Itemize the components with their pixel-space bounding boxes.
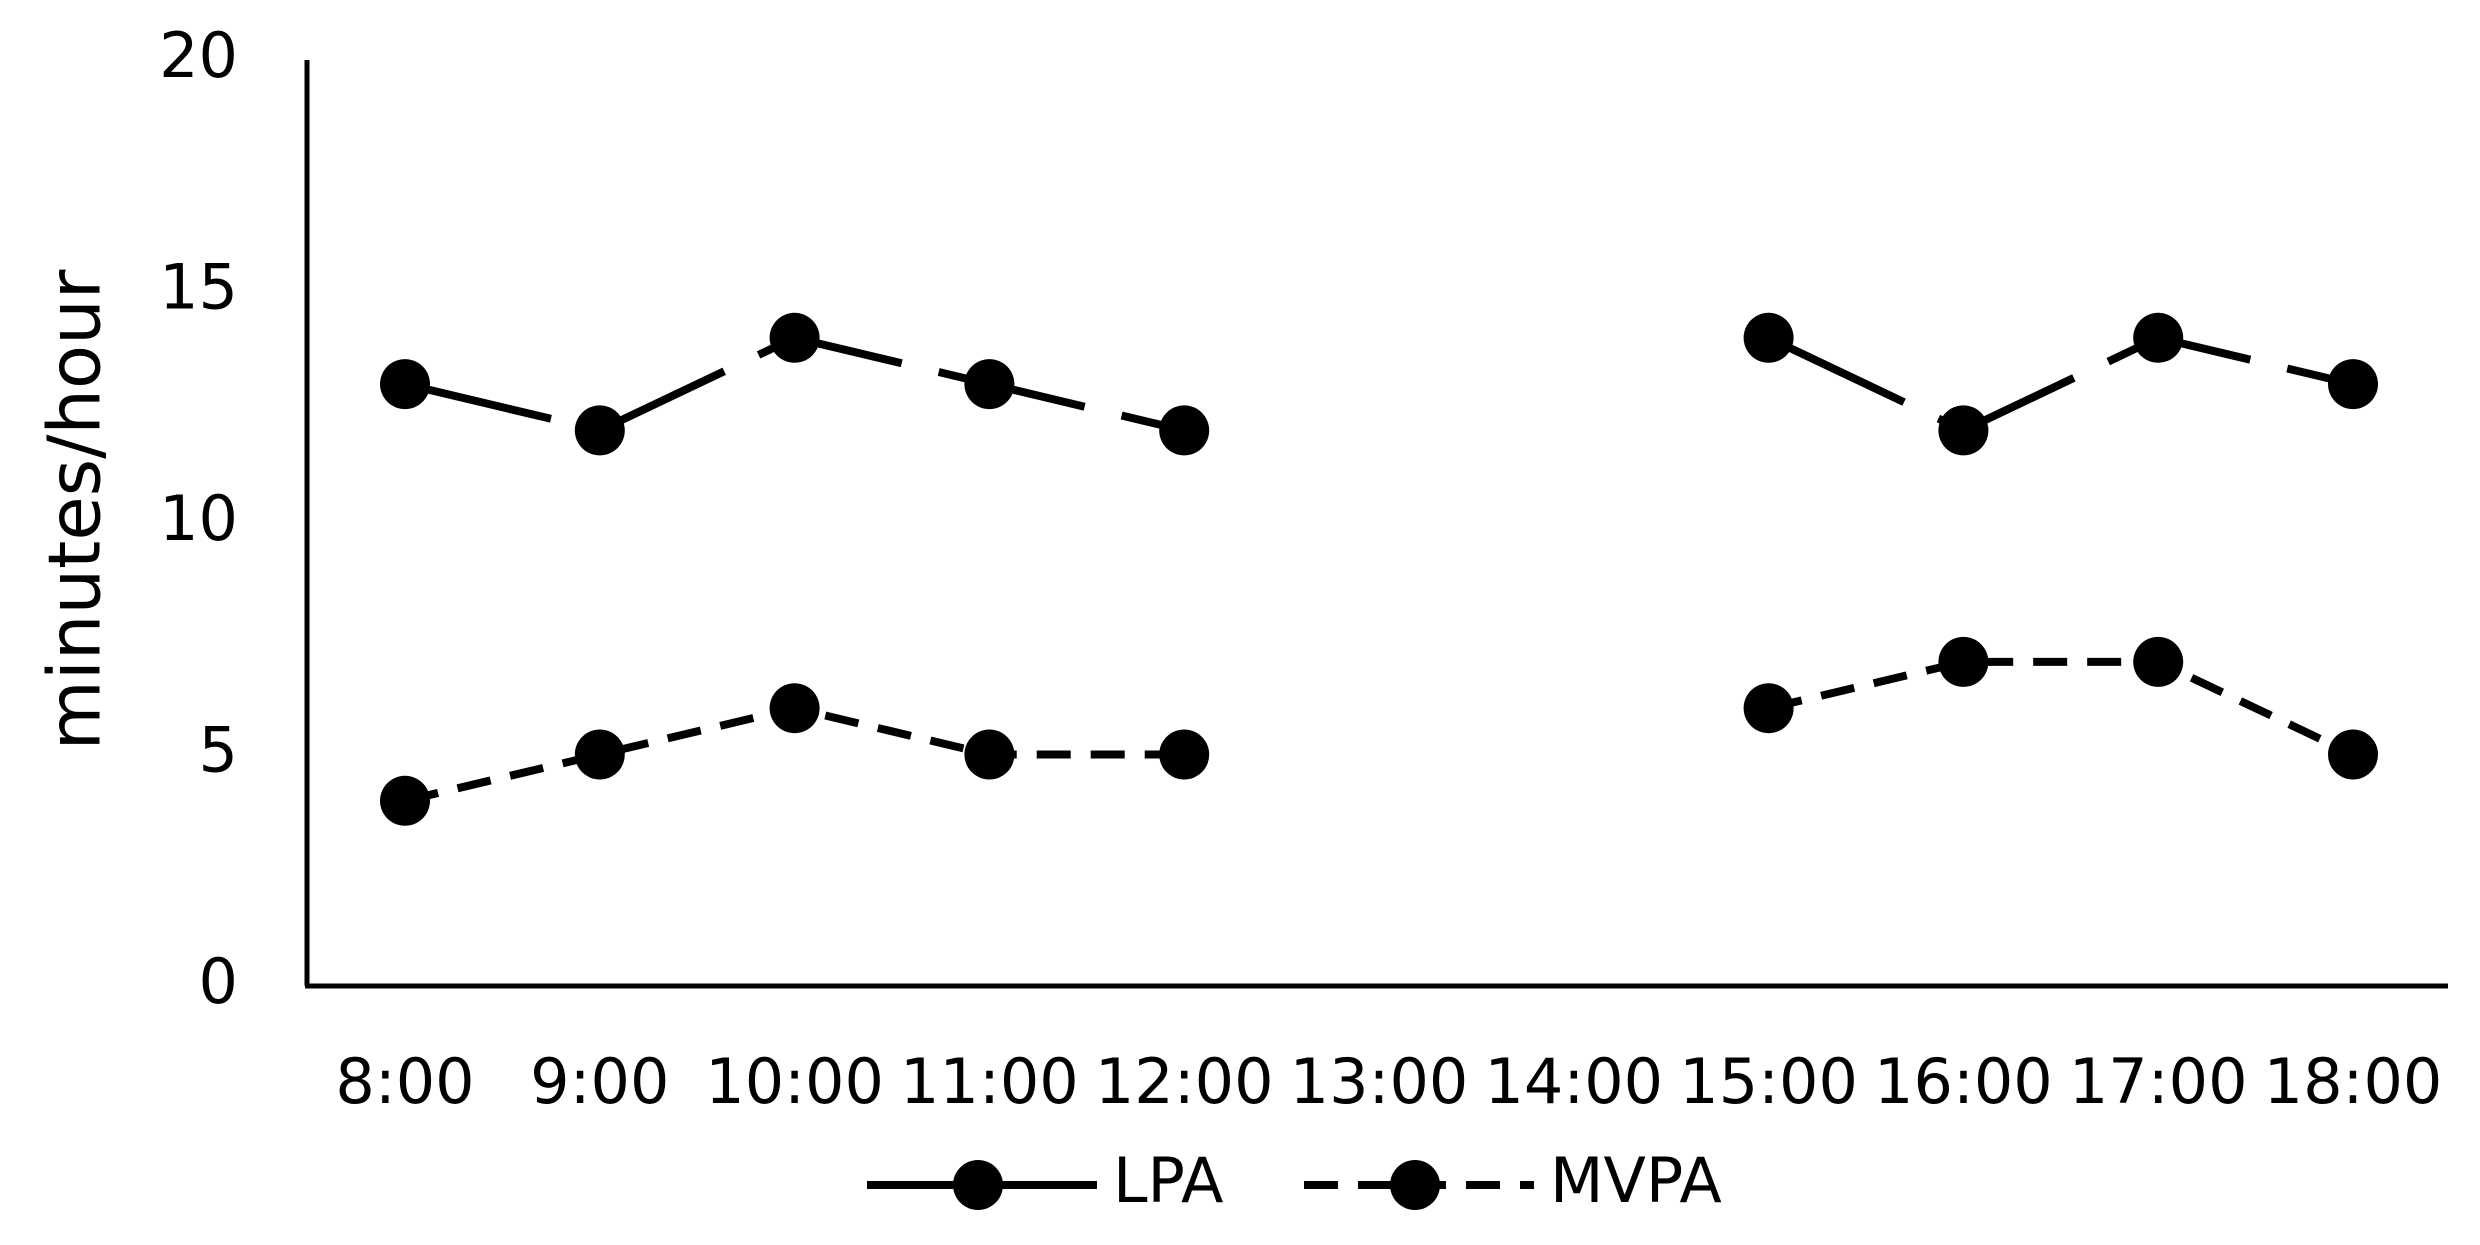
marker bbox=[380, 359, 430, 410]
legend-marker bbox=[1390, 1160, 1440, 1210]
x-tick-label: 16:00 bbox=[1874, 1045, 2053, 1118]
y-tick-label: 20 bbox=[159, 19, 238, 92]
legend-label: MVPA bbox=[1550, 1144, 1722, 1217]
marker bbox=[574, 405, 625, 456]
x-tick-label: 11:00 bbox=[900, 1045, 1079, 1118]
y-axis-title: minutes/hour bbox=[33, 269, 117, 750]
y-tick-label: 15 bbox=[159, 251, 238, 324]
marker bbox=[1938, 636, 1989, 687]
marker bbox=[964, 359, 1015, 410]
x-tick-label: 9:00 bbox=[530, 1045, 669, 1118]
y-tick-label: 5 bbox=[199, 714, 238, 787]
x-tick-label: 13:00 bbox=[1290, 1045, 1469, 1118]
marker bbox=[380, 775, 430, 826]
series-line bbox=[404, 657, 2355, 805]
series-line bbox=[404, 333, 2354, 435]
marker bbox=[574, 729, 625, 780]
marker bbox=[2328, 359, 2378, 410]
marker bbox=[2133, 312, 2184, 363]
marker bbox=[964, 729, 1015, 780]
x-tick-label: 18:00 bbox=[2264, 1045, 2443, 1118]
marker bbox=[1743, 683, 1794, 734]
y-tick-label: 0 bbox=[199, 945, 238, 1018]
x-tick-label: 17:00 bbox=[2069, 1045, 2248, 1118]
x-tick-label: 14:00 bbox=[1484, 1045, 1663, 1118]
marker bbox=[2133, 636, 2184, 687]
marker bbox=[1159, 405, 1210, 456]
x-tick-label: 8:00 bbox=[335, 1045, 474, 1118]
x-tick-label: 12:00 bbox=[1095, 1045, 1274, 1118]
marker bbox=[2328, 729, 2378, 780]
marker bbox=[769, 312, 820, 363]
legend-label: LPA bbox=[1113, 1144, 1223, 1217]
y-tick-label: 10 bbox=[159, 482, 238, 555]
x-tick-label: 15:00 bbox=[1679, 1045, 1858, 1118]
marker bbox=[769, 683, 820, 734]
legend-marker bbox=[953, 1160, 1003, 1210]
x-tick-label: 10:00 bbox=[705, 1045, 884, 1118]
marker bbox=[1159, 729, 1210, 780]
marker bbox=[1938, 405, 1989, 456]
marker bbox=[1743, 312, 1794, 363]
